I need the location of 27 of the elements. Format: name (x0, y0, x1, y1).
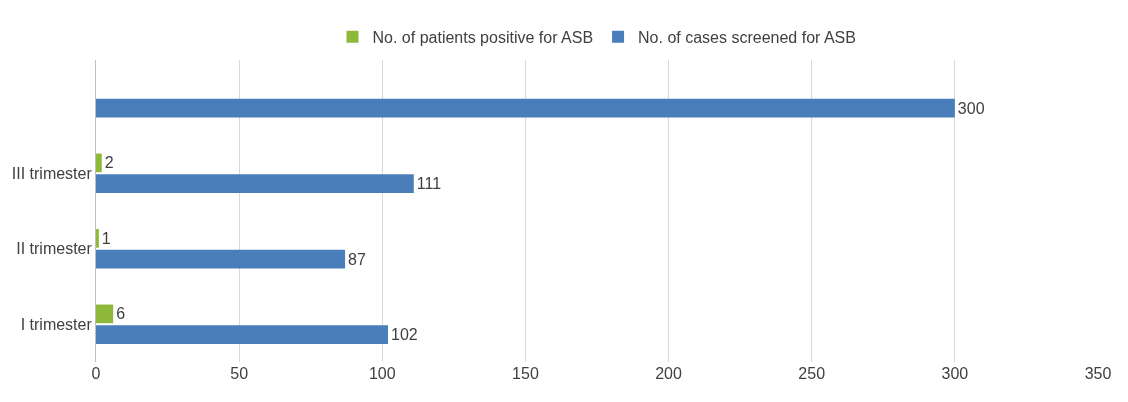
y-tick-label: III trimester (11, 164, 93, 182)
y-tick-label: I trimester (20, 315, 93, 333)
bar (96, 325, 389, 344)
bar (96, 304, 114, 324)
bar (96, 153, 102, 173)
x-tick-label: 350 (1084, 365, 1112, 382)
x-tick-label: 50 (230, 365, 249, 382)
data-label: 111 (416, 175, 442, 193)
data-label: 87 (348, 250, 366, 268)
x-tick-label: 0 (91, 365, 101, 382)
x-tick-label: 150 (512, 365, 539, 382)
legend-label: No. of cases screened for ASB (638, 29, 856, 47)
data-label: 102 (391, 326, 418, 344)
x-tick-label: 200 (655, 365, 683, 382)
y-tick-label: II trimester (16, 240, 93, 258)
x-tick-label: 250 (798, 365, 826, 382)
data-label: 1 (101, 229, 111, 247)
legend-label: No. of patients positive for ASB (372, 29, 594, 47)
data-label: 6 (116, 305, 126, 323)
bar (96, 98, 955, 118)
bar (96, 174, 414, 193)
x-tick-label: 300 (941, 365, 969, 382)
data-label: 2 (104, 154, 114, 172)
data-label: 300 (957, 99, 985, 117)
bar (96, 229, 99, 248)
bar (96, 249, 346, 269)
x-tick-label: 100 (368, 365, 396, 382)
